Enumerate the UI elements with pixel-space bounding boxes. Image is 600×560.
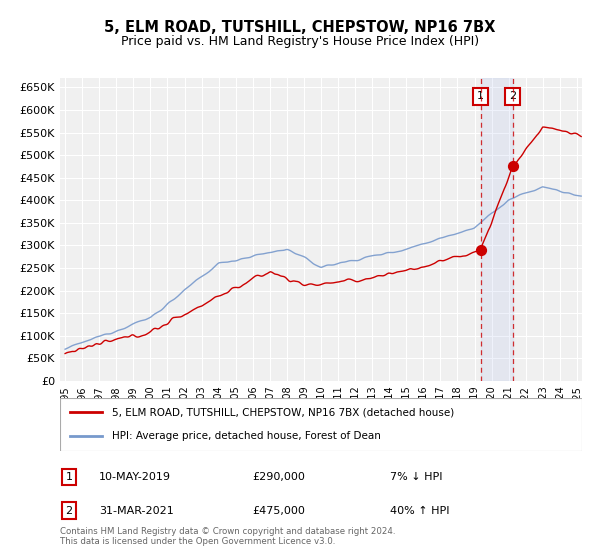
Text: 5, ELM ROAD, TUTSHILL, CHEPSTOW, NP16 7BX (detached house): 5, ELM ROAD, TUTSHILL, CHEPSTOW, NP16 7B… <box>112 408 454 418</box>
Bar <box>481 78 513 381</box>
Text: 10-MAY-2019: 10-MAY-2019 <box>99 472 171 482</box>
Text: HPI: Average price, detached house, Forest of Dean: HPI: Average price, detached house, Fore… <box>112 431 381 441</box>
FancyBboxPatch shape <box>60 398 582 451</box>
Text: 40% ↑ HPI: 40% ↑ HPI <box>390 506 449 516</box>
Text: Contains HM Land Registry data © Crown copyright and database right 2024.
This d: Contains HM Land Registry data © Crown c… <box>60 526 395 546</box>
Point <box>508 162 518 171</box>
Text: 2: 2 <box>509 91 517 101</box>
Text: Price paid vs. HM Land Registry's House Price Index (HPI): Price paid vs. HM Land Registry's House … <box>121 35 479 48</box>
Text: £290,000: £290,000 <box>252 472 305 482</box>
Text: 1: 1 <box>477 91 484 101</box>
Text: 5, ELM ROAD, TUTSHILL, CHEPSTOW, NP16 7BX: 5, ELM ROAD, TUTSHILL, CHEPSTOW, NP16 7B… <box>104 20 496 35</box>
Text: 31-MAR-2021: 31-MAR-2021 <box>99 506 174 516</box>
Text: 7% ↓ HPI: 7% ↓ HPI <box>390 472 443 482</box>
Point <box>476 245 485 254</box>
Text: 2: 2 <box>65 506 73 516</box>
Text: £475,000: £475,000 <box>252 506 305 516</box>
Text: 1: 1 <box>65 472 73 482</box>
